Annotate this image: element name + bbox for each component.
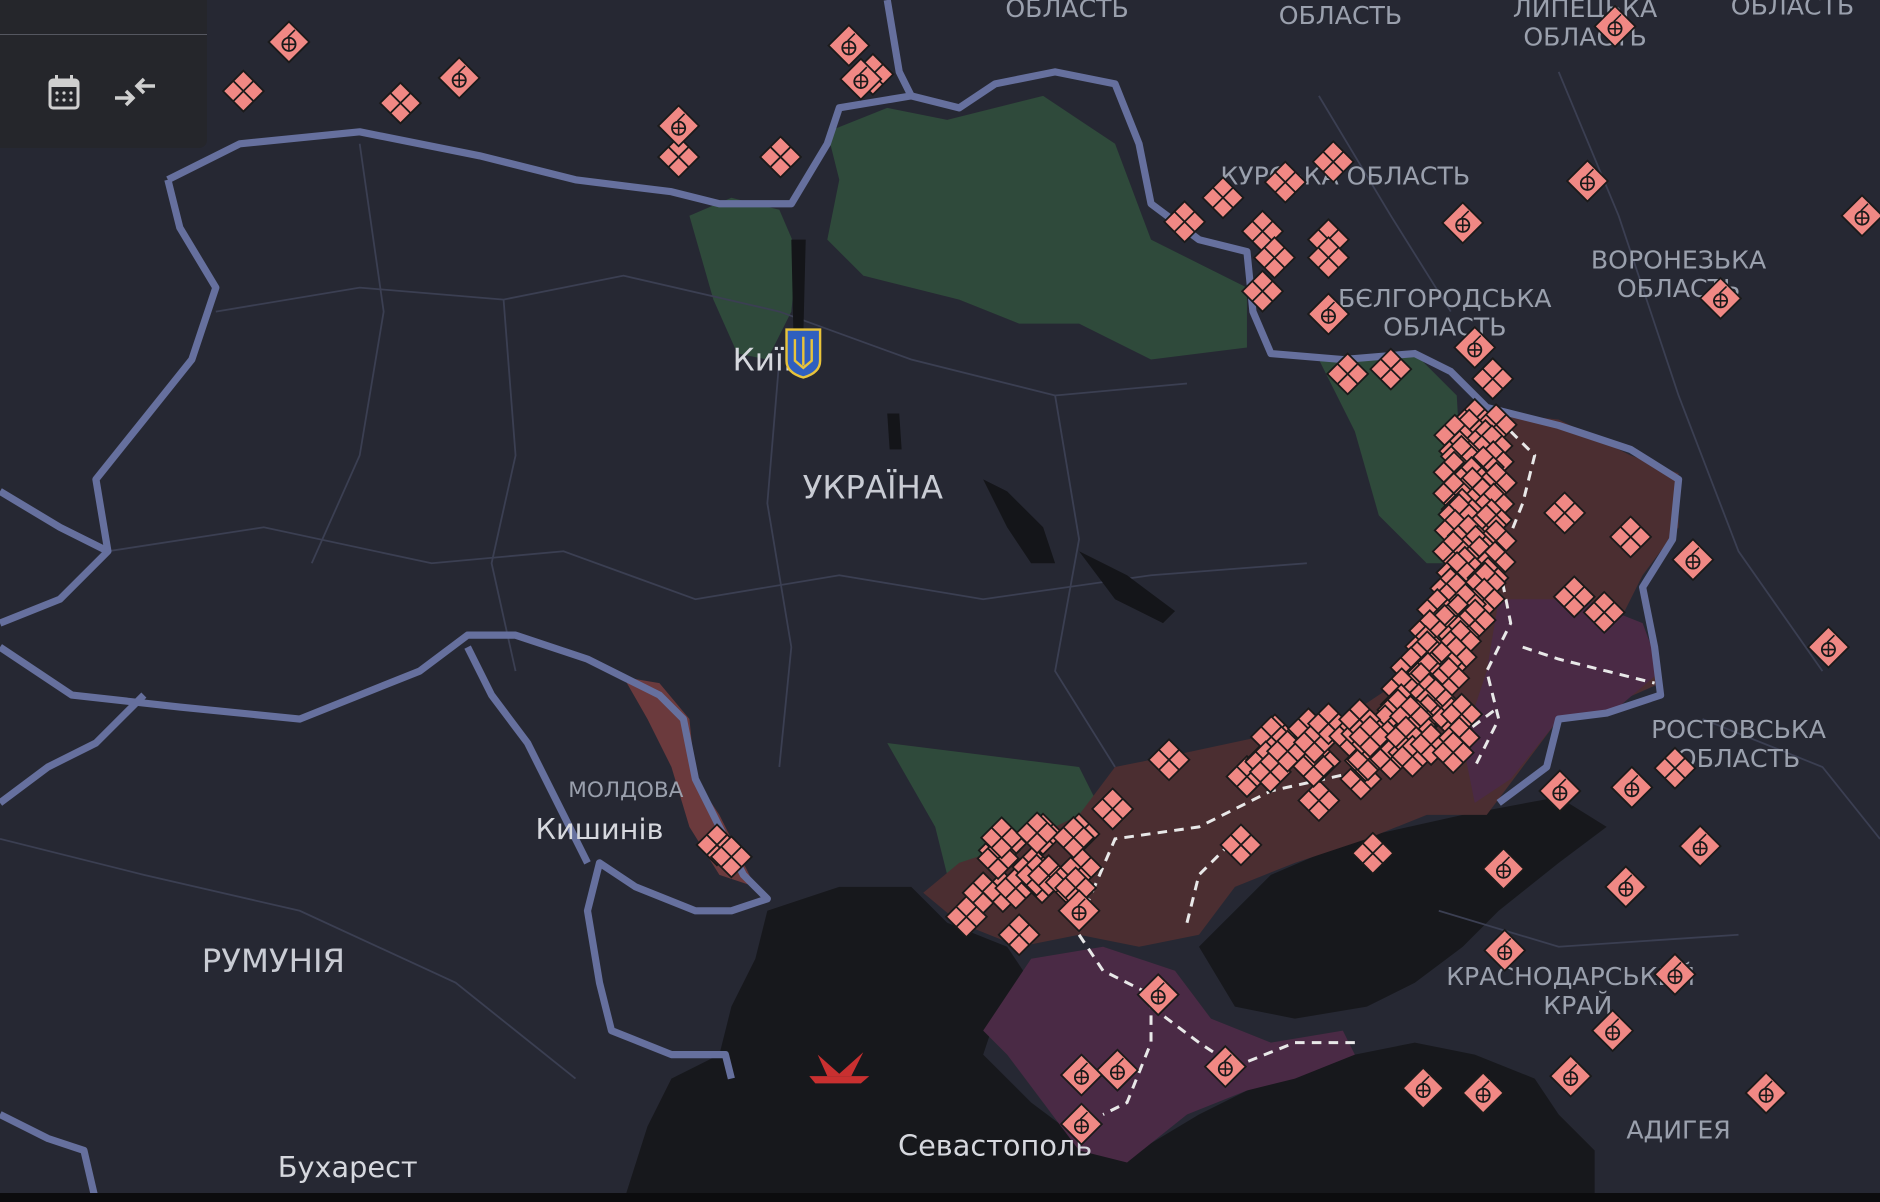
artillery-marker-icon[interactable] (827, 23, 871, 68)
artillery-marker-icon[interactable] (839, 57, 883, 101)
infantry-marker-icon[interactable] (709, 835, 754, 879)
infantry-marker-icon[interactable] (1311, 140, 1355, 184)
infantry-marker-icon[interactable] (979, 816, 1024, 860)
artillery-marker-icon[interactable] (437, 56, 481, 100)
panel-divider (0, 34, 207, 35)
artillery-marker-icon[interactable] (1136, 973, 1180, 1017)
label-rostov-2: ОБЛАСТЬ (1677, 744, 1800, 773)
infantry-marker-icon[interactable] (1552, 575, 1596, 619)
oblast-borders (0, 71, 1880, 1080)
label-chisinau: Кишинів (536, 812, 664, 846)
infantry-marker-icon[interactable] (1291, 744, 1336, 788)
calendar-icon (48, 75, 80, 110)
artillery-marker-icon[interactable] (1653, 952, 1697, 996)
infantry-marker-icon[interactable] (758, 135, 803, 179)
infantry-marker-icon[interactable] (1608, 515, 1653, 559)
label-adygea: АДИГЕЯ (1626, 1115, 1730, 1144)
infantry-marker-icon[interactable] (1297, 778, 1341, 823)
dnipro-river (791, 239, 1175, 624)
infantry-marker-icon[interactable] (1369, 347, 1413, 391)
label-rostov-1: РОСТОВСЬКА (1651, 715, 1826, 744)
artillery-marker-icon[interactable] (1441, 201, 1485, 245)
artillery-marker-icon[interactable] (1840, 194, 1880, 238)
infantry-marker-icon[interactable] (1431, 730, 1475, 775)
label-belgorod-2: ОБЛАСТЬ (1383, 313, 1506, 342)
label-voronezh-1: ВОРОНЕЗЬКА (1591, 245, 1766, 274)
artillery-marker-icon[interactable] (1095, 1048, 1140, 1092)
kyiv-trident-icon[interactable] (785, 328, 822, 379)
artillery-marker-icon[interactable] (1744, 1071, 1788, 1115)
infantry-marker-icon[interactable] (1348, 714, 1392, 759)
infantry-marker-icon[interactable] (1201, 176, 1245, 220)
label-romania: РУМУНІЯ (202, 942, 345, 980)
label-oblast-top-2: ОБЛАСТЬ (1279, 1, 1402, 30)
collapse-button[interactable] (113, 70, 157, 114)
label-moldova: МОЛДОВА (568, 778, 683, 803)
artillery-marker-icon[interactable] (1481, 847, 1526, 891)
infantry-marker-icon[interactable] (378, 81, 423, 125)
artillery-marker-icon[interactable] (1401, 1066, 1445, 1110)
artillery-marker-icon[interactable] (1203, 1044, 1248, 1089)
artillery-marker-icon[interactable] (1678, 824, 1722, 868)
artillery-marker-icon[interactable] (1453, 325, 1497, 370)
infantry-marker-icon[interactable] (1582, 590, 1626, 635)
artillery-marker-icon[interactable] (1059, 1053, 1104, 1097)
sunk-ship-icon[interactable] (809, 1052, 870, 1084)
infantry-marker-icon[interactable] (1240, 269, 1285, 313)
infantry-marker-icon[interactable] (221, 69, 266, 113)
infantry-marker-icon[interactable] (1543, 491, 1587, 535)
toolbar-panel (0, 0, 207, 148)
infantry-marker-icon[interactable] (1051, 815, 1096, 860)
artillery-marker-icon[interactable] (1565, 159, 1610, 203)
infantry-marker-icon[interactable] (1351, 831, 1395, 875)
map-labels: ОБЛАСТЬ ОБЛАСТЬ ЛИПЕЦЬКА ОБЛАСТЬ ОБЛАСТЬ… (202, 0, 1854, 1184)
artillery-marker-icon[interactable] (1057, 889, 1101, 933)
infantry-marker-icon[interactable] (1162, 200, 1207, 244)
calendar-button[interactable] (42, 70, 86, 114)
event-markers (221, 4, 1880, 1146)
infantry-marker-icon[interactable] (997, 913, 1041, 957)
black-sea (623, 886, 1595, 1202)
artillery-marker-icon[interactable] (1698, 276, 1743, 321)
country-borders (0, 0, 1683, 1202)
infantry-marker-icon[interactable] (1147, 738, 1191, 782)
artillery-marker-icon[interactable] (1590, 1008, 1635, 1053)
artillery-marker-icon[interactable] (1306, 292, 1351, 336)
artillery-marker-icon[interactable] (1671, 538, 1715, 582)
infantry-marker-icon[interactable] (656, 135, 701, 179)
label-bucharest: Бухарест (278, 1150, 418, 1184)
infantry-marker-icon[interactable] (1015, 811, 1059, 855)
occupied-east (1462, 599, 1661, 803)
infantry-marker-icon[interactable] (1306, 236, 1351, 280)
bottom-bar (0, 1193, 1880, 1202)
infantry-marker-icon[interactable] (1263, 160, 1307, 204)
artillery-marker-icon[interactable] (1610, 765, 1654, 809)
collapse-arrows-icon (115, 77, 155, 107)
infantry-marker-icon[interactable] (1471, 357, 1515, 401)
artillery-marker-icon[interactable] (1538, 769, 1582, 813)
infantry-marker-icon[interactable] (1325, 352, 1370, 396)
artillery-marker-icon[interactable] (1059, 1102, 1104, 1146)
artillery-marker-icon[interactable] (1483, 928, 1527, 972)
label-oblast-top-3: ОБЛАСТЬ (1731, 0, 1854, 20)
infantry-marker-icon[interactable] (1090, 787, 1135, 831)
infantry-marker-icon[interactable] (1653, 746, 1697, 790)
label-sevastopol: Севастополь (898, 1128, 1092, 1162)
artillery-marker-icon[interactable] (1461, 1071, 1505, 1115)
artillery-marker-icon[interactable] (1549, 1054, 1593, 1098)
label-ukraine: УКРАЇНА (803, 469, 943, 507)
artillery-marker-icon[interactable] (1604, 865, 1648, 909)
label-krasnodar-1: КРАСНОДАРСЬКИЙ (1446, 962, 1695, 991)
infantry-marker-icon[interactable] (1219, 823, 1263, 867)
label-belgorod-1: БЄЛГОРОДСЬКА (1338, 284, 1551, 313)
artillery-marker-icon[interactable] (1806, 625, 1851, 669)
artillery-marker-icon[interactable] (1593, 4, 1637, 49)
artillery-marker-icon[interactable] (656, 104, 701, 148)
infantry-marker-icon[interactable] (1252, 236, 1297, 280)
label-lipetsk-1: ЛИПЕЦЬКА (1513, 0, 1657, 23)
label-oblast-top-1: ОБЛАСТЬ (1005, 0, 1128, 23)
artillery-marker-icon[interactable] (267, 20, 311, 64)
label-krasnodar-2: КРАЙ (1543, 991, 1612, 1020)
